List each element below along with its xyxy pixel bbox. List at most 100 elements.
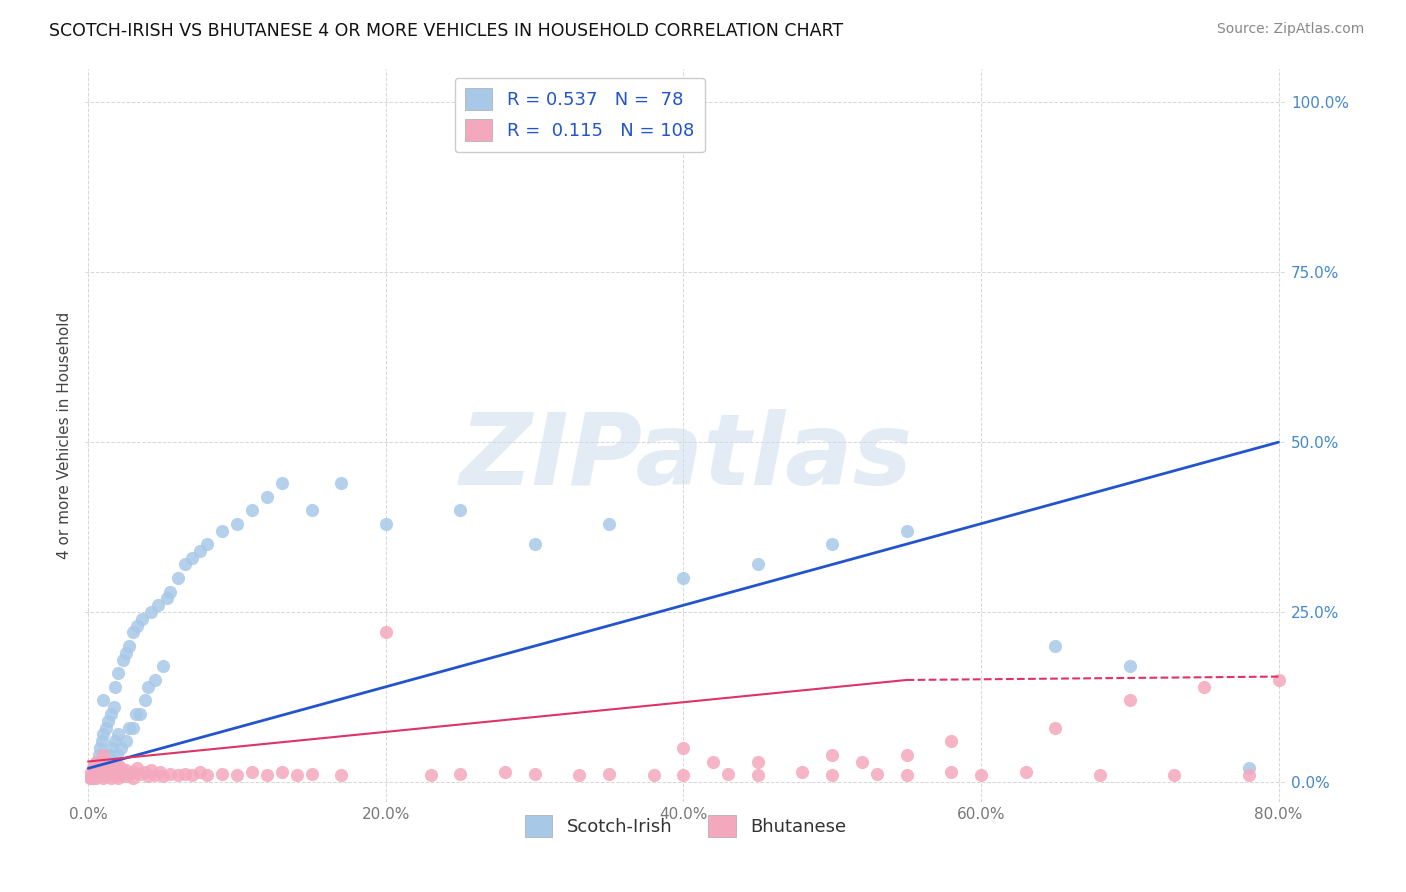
Point bbox=[1045, 639, 1067, 653]
Point bbox=[866, 766, 889, 780]
Point bbox=[97, 714, 120, 728]
Point bbox=[91, 693, 114, 707]
Point bbox=[117, 639, 139, 653]
Point bbox=[98, 764, 121, 779]
Point bbox=[105, 764, 128, 779]
Point bbox=[104, 680, 127, 694]
Point bbox=[125, 706, 148, 721]
Point bbox=[166, 571, 188, 585]
Point bbox=[672, 768, 695, 782]
Point bbox=[91, 772, 114, 786]
Point bbox=[174, 766, 197, 780]
Point bbox=[84, 764, 107, 779]
Point bbox=[285, 768, 308, 782]
Point bbox=[93, 769, 115, 783]
Point bbox=[103, 763, 125, 777]
Point bbox=[107, 772, 129, 786]
Point bbox=[90, 761, 112, 775]
Point bbox=[211, 524, 233, 538]
Point bbox=[851, 755, 873, 769]
Point bbox=[143, 673, 166, 687]
Point bbox=[896, 768, 918, 782]
Point bbox=[672, 571, 695, 585]
Point bbox=[494, 764, 516, 779]
Point bbox=[672, 740, 695, 755]
Point bbox=[1088, 768, 1111, 782]
Point bbox=[114, 734, 136, 748]
Point bbox=[89, 761, 111, 775]
Point bbox=[1192, 680, 1215, 694]
Point bbox=[449, 766, 471, 780]
Point bbox=[181, 768, 204, 782]
Point bbox=[84, 763, 107, 777]
Point bbox=[86, 764, 108, 779]
Point bbox=[91, 755, 114, 769]
Point bbox=[86, 769, 108, 783]
Point bbox=[301, 503, 323, 517]
Point bbox=[139, 605, 162, 619]
Point bbox=[374, 516, 396, 531]
Point bbox=[110, 740, 132, 755]
Point bbox=[148, 599, 170, 613]
Point bbox=[84, 761, 107, 775]
Point bbox=[1045, 721, 1067, 735]
Point bbox=[136, 769, 159, 783]
Point bbox=[174, 558, 197, 572]
Point bbox=[821, 747, 844, 762]
Point bbox=[90, 734, 112, 748]
Point bbox=[111, 652, 134, 666]
Point bbox=[1163, 768, 1185, 782]
Point bbox=[87, 747, 110, 762]
Point bbox=[374, 625, 396, 640]
Point bbox=[226, 516, 249, 531]
Point bbox=[91, 768, 114, 782]
Point bbox=[98, 747, 121, 762]
Point bbox=[330, 475, 353, 490]
Point bbox=[97, 755, 120, 769]
Point bbox=[91, 755, 114, 769]
Point bbox=[821, 768, 844, 782]
Point bbox=[256, 490, 278, 504]
Point bbox=[96, 721, 118, 735]
Point bbox=[96, 761, 118, 775]
Point bbox=[702, 755, 724, 769]
Point bbox=[84, 758, 107, 772]
Point bbox=[86, 758, 108, 772]
Point bbox=[101, 740, 124, 755]
Point bbox=[90, 768, 112, 782]
Point bbox=[129, 766, 152, 780]
Point bbox=[91, 766, 114, 780]
Point bbox=[122, 764, 145, 779]
Point bbox=[195, 537, 218, 551]
Point bbox=[156, 591, 179, 606]
Point bbox=[122, 772, 145, 786]
Point bbox=[970, 768, 993, 782]
Point bbox=[83, 769, 105, 783]
Point bbox=[821, 537, 844, 551]
Point bbox=[131, 612, 153, 626]
Point bbox=[107, 666, 129, 681]
Legend: Scotch-Irish, Bhutanese: Scotch-Irish, Bhutanese bbox=[517, 808, 853, 845]
Point bbox=[107, 766, 129, 780]
Point bbox=[107, 758, 129, 772]
Point bbox=[1119, 659, 1142, 673]
Point bbox=[89, 764, 111, 779]
Point bbox=[82, 768, 104, 782]
Point bbox=[598, 516, 620, 531]
Point bbox=[1119, 693, 1142, 707]
Point bbox=[270, 475, 292, 490]
Point bbox=[86, 755, 108, 769]
Point bbox=[896, 747, 918, 762]
Point bbox=[127, 618, 149, 632]
Point bbox=[195, 768, 218, 782]
Point bbox=[100, 761, 122, 775]
Point bbox=[240, 764, 263, 779]
Point bbox=[93, 763, 115, 777]
Point bbox=[104, 768, 127, 782]
Point bbox=[226, 768, 249, 782]
Point bbox=[122, 721, 145, 735]
Point bbox=[149, 764, 172, 779]
Point bbox=[107, 727, 129, 741]
Point bbox=[270, 764, 292, 779]
Point bbox=[330, 768, 353, 782]
